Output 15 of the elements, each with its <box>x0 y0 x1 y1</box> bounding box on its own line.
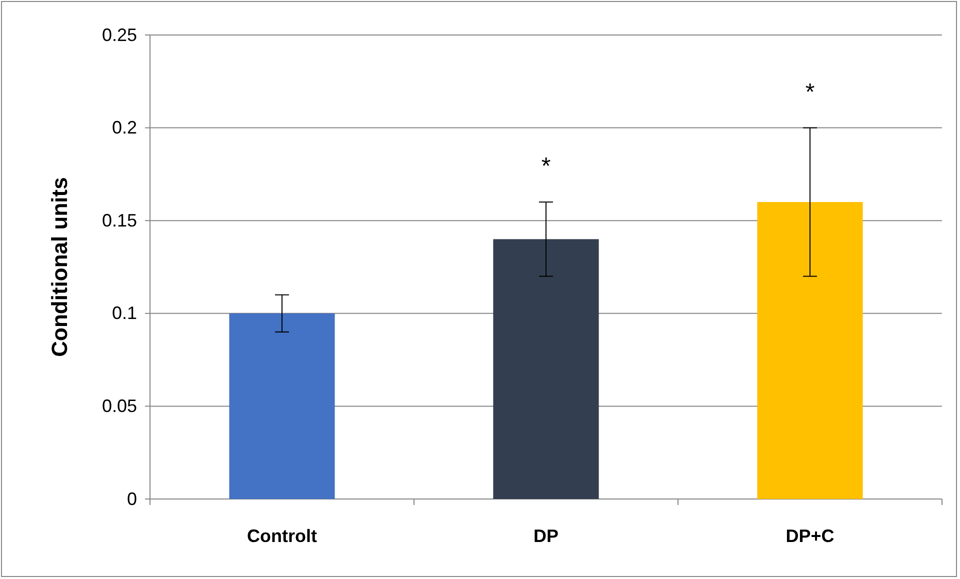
x-tick-label: Controlt <box>247 526 317 546</box>
y-tick-label: 0.1 <box>112 303 137 324</box>
y-tick-label: 0 <box>126 488 137 509</box>
y-tick-label: 0.15 <box>102 210 137 230</box>
x-tick-label: DP+C <box>786 526 834 546</box>
y-axis-title: Conditional units <box>47 177 72 357</box>
x-tick-label: DP <box>533 526 559 546</box>
bar <box>493 239 599 499</box>
annotation: * <box>541 153 551 180</box>
bar <box>229 313 335 499</box>
y-tick-label: 0.05 <box>102 396 137 416</box>
y-tick-label: 0.25 <box>102 24 137 45</box>
y-tick-label: 0.2 <box>112 118 137 138</box>
annotation: * <box>805 78 815 106</box>
bar <box>757 202 863 499</box>
